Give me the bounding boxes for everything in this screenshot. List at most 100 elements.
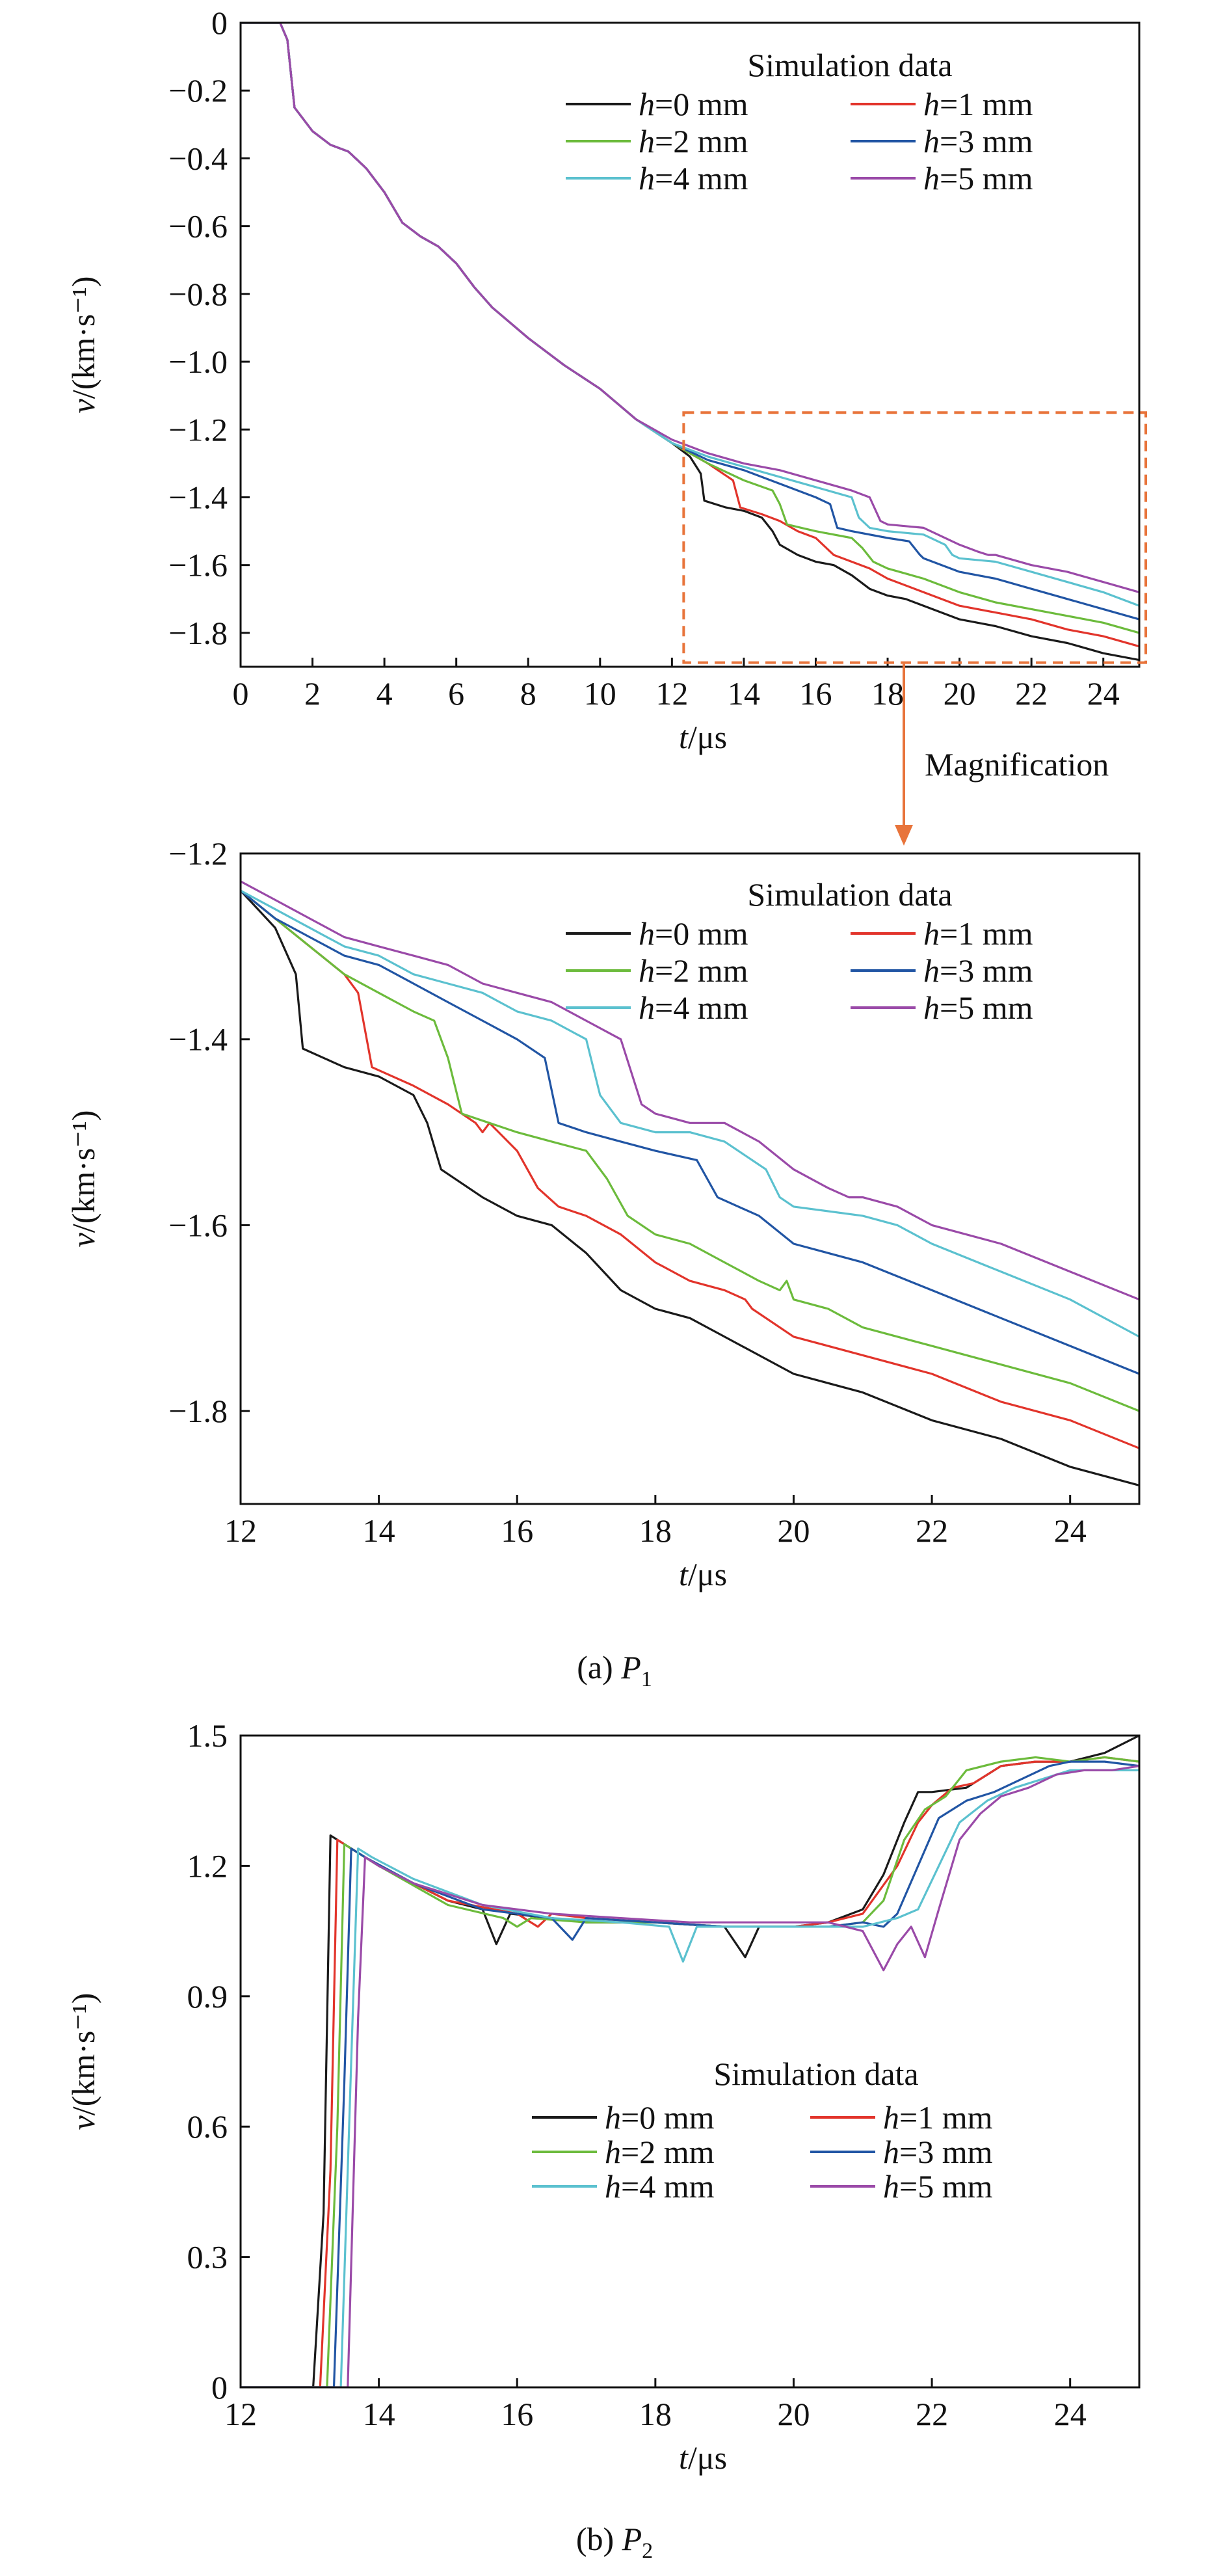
x-tick-label-1: 14 bbox=[363, 1512, 395, 1549]
y-axis-label-var: v bbox=[65, 398, 101, 413]
legend-title: Simulation data bbox=[747, 876, 952, 913]
series-line-0 bbox=[241, 890, 1139, 1486]
legend-label-1: h=1 mm bbox=[923, 915, 1033, 952]
series-line-2 bbox=[241, 889, 1139, 1412]
x-tick-label-3: 18 bbox=[639, 2396, 672, 2432]
x-axis-label-unit: /μs bbox=[688, 2439, 727, 2476]
x-tick-label-3: 18 bbox=[639, 1512, 672, 1549]
legend-label-1: h=1 mm bbox=[923, 86, 1033, 122]
chart-a-overview: 0 2 4 6 8 10 12 14 16 18 20 22 240−0.2−0.4−0.6−0.8−1… bbox=[65, 5, 1147, 755]
series-line-5 bbox=[241, 1765, 1139, 2387]
legend-label-var: h bbox=[923, 915, 940, 952]
y-tick-label-0: 0 bbox=[211, 2369, 228, 2406]
series-line-2 bbox=[241, 1756, 1139, 2387]
series-line-3 bbox=[241, 889, 1139, 1375]
legend-label-3: h=3 mm bbox=[923, 123, 1033, 159]
y-tick-label-5: −1.0 bbox=[168, 343, 228, 380]
legend-label-var: h bbox=[639, 123, 655, 159]
series-group bbox=[241, 880, 1139, 1486]
y-tick-label-0: −1.2 bbox=[168, 835, 228, 872]
magnification-label: Magnification bbox=[925, 746, 1109, 783]
y-axis-label-var: v bbox=[65, 1232, 101, 1247]
x-tick-label-3: 6 bbox=[448, 675, 464, 712]
legend-label-value: =2 mm bbox=[655, 123, 748, 159]
x-tick-label-2: 4 bbox=[377, 675, 393, 712]
legend-label-3: h=3 mm bbox=[883, 2134, 993, 2170]
magnify-arrow-head bbox=[895, 825, 913, 846]
y-tick-label-9: −1.8 bbox=[168, 615, 228, 651]
caption-subscript: 2 bbox=[642, 2539, 653, 2563]
y-tick-label-2: 0.6 bbox=[187, 2108, 228, 2145]
y-tick-label-3: −0.6 bbox=[168, 208, 228, 245]
x-tick-label-4: 20 bbox=[777, 2396, 810, 2432]
legend-label-value: =2 mm bbox=[621, 2134, 715, 2170]
y-tick-label-7: −1.4 bbox=[168, 479, 228, 515]
legend-label-4: h=4 mm bbox=[639, 989, 748, 1026]
y-tick-label-3: −1.8 bbox=[168, 1393, 228, 1429]
legend-label-var: h bbox=[923, 86, 940, 122]
legend-label-var: h bbox=[639, 160, 655, 196]
y-tick-label-1: −1.4 bbox=[168, 1021, 228, 1058]
x-tick-label-7: 14 bbox=[728, 675, 760, 712]
legend-label-value: =4 mm bbox=[655, 160, 748, 196]
legend-label-value: =0 mm bbox=[655, 915, 748, 952]
magnify-box bbox=[682, 411, 1147, 664]
y-tick-label-0: 0 bbox=[211, 5, 228, 41]
legend-label-value: =3 mm bbox=[940, 123, 1033, 159]
x-tick-label-6: 24 bbox=[1054, 1512, 1087, 1549]
legend-label-value: =5 mm bbox=[940, 160, 1033, 196]
legend-label-value: =5 mm bbox=[940, 989, 1033, 1026]
legend-label-value: =0 mm bbox=[655, 86, 748, 122]
chart-a-magnified: 12 14 16 18 20 22 24 −1.2 −1.4 −1.6 −1.8 t/μs v/(km·… bbox=[65, 835, 1141, 1592]
legend-label-value: =1 mm bbox=[940, 915, 1033, 952]
legend-label-5: h=5 mm bbox=[923, 160, 1033, 196]
plot-frame bbox=[239, 852, 1141, 1505]
legend-label-4: h=4 mm bbox=[605, 2168, 715, 2205]
x-axis-label-var: t bbox=[679, 2439, 689, 2476]
series-line-5 bbox=[241, 23, 1139, 593]
x-tick-label-6: 12 bbox=[655, 675, 688, 712]
x-tick-label-11: 22 bbox=[1015, 675, 1048, 712]
x-tick-label-8: 16 bbox=[799, 675, 832, 712]
legend-title: Simulation data bbox=[747, 47, 952, 83]
legend-label-value: =3 mm bbox=[899, 2134, 993, 2170]
caption-prefix: (a) bbox=[577, 1649, 621, 1685]
x-axis-label: t/μs bbox=[679, 719, 727, 755]
legend-label-2: h=2 mm bbox=[639, 952, 748, 989]
x-axis-label-unit: /μs bbox=[688, 1556, 727, 1592]
x-tick-label-10: 20 bbox=[944, 675, 976, 712]
x-axis-label: t/μs bbox=[679, 2439, 727, 2476]
legend-label-var: h bbox=[883, 2134, 899, 2170]
caption-symbol: P bbox=[620, 1649, 641, 1685]
plot-frame bbox=[239, 1734, 1141, 2389]
legend-label-value: =2 mm bbox=[655, 952, 748, 989]
legend-label-5: h=5 mm bbox=[883, 2168, 993, 2205]
y-tick-label-1: −0.2 bbox=[168, 72, 228, 109]
legend-label-2: h=2 mm bbox=[605, 2134, 715, 2170]
legend-label-var: h bbox=[923, 123, 940, 159]
series-group bbox=[241, 23, 1139, 662]
legend-label-0: h=0 mm bbox=[639, 915, 748, 952]
legend-label-value: =1 mm bbox=[940, 86, 1033, 122]
series-line-4 bbox=[241, 1769, 1139, 2387]
legend-label-4: h=4 mm bbox=[639, 160, 748, 196]
legend-label-var: h bbox=[883, 2168, 899, 2205]
legend-label-var: h bbox=[605, 2134, 621, 2170]
series-line-0 bbox=[241, 1736, 1139, 2387]
legend-label-var: h bbox=[639, 915, 655, 952]
legend-label-var: h bbox=[923, 989, 940, 1026]
legend-label-var: h bbox=[605, 2168, 621, 2205]
x-axis-label: t/μs bbox=[679, 1556, 727, 1592]
legend-label-value: =0 mm bbox=[621, 2099, 715, 2136]
legend-label-5: h=5 mm bbox=[923, 989, 1033, 1026]
legend-label-value: =4 mm bbox=[655, 989, 748, 1026]
legend-label-var: h bbox=[639, 86, 655, 122]
legend-label-var: h bbox=[605, 2099, 621, 2136]
caption-subscript: 1 bbox=[641, 1667, 652, 1691]
legend-label-var: h bbox=[883, 2099, 899, 2136]
caption-symbol: P bbox=[622, 2521, 642, 2557]
y-axis-label: v/(km·s⁻¹) bbox=[65, 276, 101, 414]
